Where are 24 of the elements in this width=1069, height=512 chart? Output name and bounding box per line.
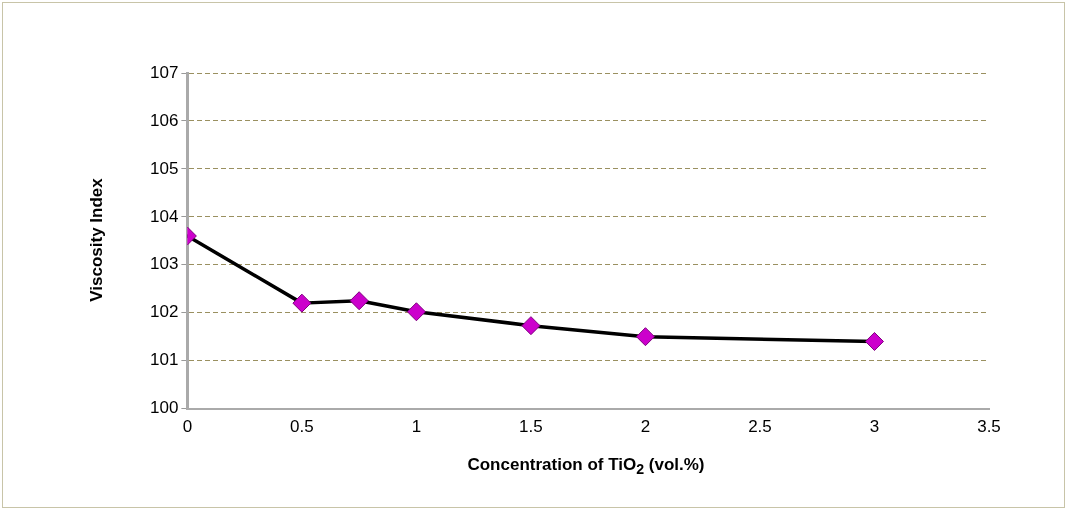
y-tick-label: 103	[149, 254, 179, 274]
x-tick-label: 1.5	[519, 417, 543, 437]
y-tick-label: 101	[149, 350, 179, 370]
x-tick-label: 2.5	[748, 417, 772, 437]
y-tick-label: 102	[149, 302, 179, 322]
x-tick-label: 3	[869, 417, 880, 437]
x-tick-label: 0.5	[290, 417, 314, 437]
point	[864, 331, 884, 351]
y-axis-title: Viscosity Index	[87, 178, 107, 302]
x-tick-label: 0	[182, 417, 193, 437]
y-tick-label: 100	[149, 398, 179, 418]
point	[406, 302, 426, 322]
y-tick-label: 106	[149, 110, 179, 130]
point	[635, 327, 655, 347]
y-tick-label: 107	[149, 62, 179, 82]
x-axis-title: Concentration of TiO$_{2}$ (vol.%)	[467, 454, 705, 478]
y-tick-label: 105	[149, 158, 179, 178]
y-tick-label: 104	[149, 206, 179, 226]
point	[521, 316, 541, 336]
x-tick-label: 1	[411, 417, 422, 437]
x-tick-label: 3.5	[977, 417, 1001, 437]
x-tick-label: 2	[640, 417, 651, 437]
point	[292, 293, 312, 313]
point	[349, 291, 369, 311]
